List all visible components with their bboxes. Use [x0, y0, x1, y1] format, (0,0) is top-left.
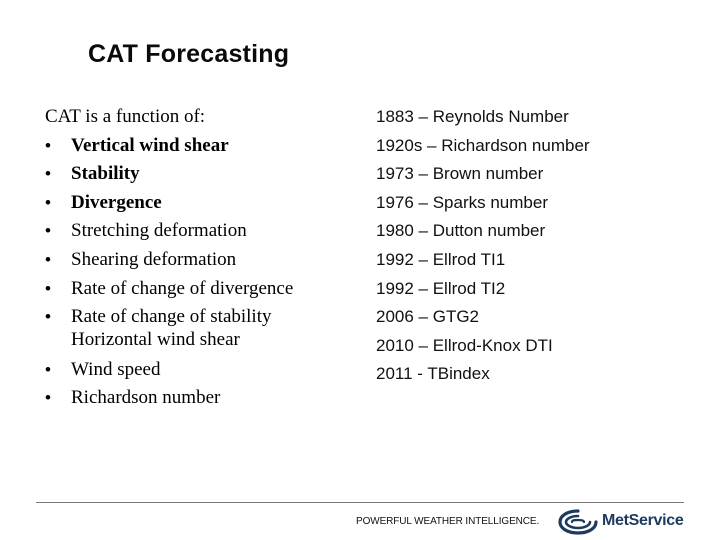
- history-item: 1920s – Richardson number: [376, 135, 590, 155]
- list-item: • Vertical wind shear: [45, 132, 365, 161]
- list-item-text: Vertical wind shear: [71, 134, 229, 156]
- bullet-icon: •: [45, 221, 51, 241]
- list-item: • Stability: [45, 160, 365, 189]
- history-item: 1992 – Ellrod TI2: [376, 278, 506, 298]
- bullet-icon: •: [45, 249, 51, 269]
- footer-tagline: POWERFUL WEATHER INTELLIGENCE.: [356, 516, 540, 527]
- brand-name: MetService: [602, 512, 684, 529]
- list-item-text: Shearing deformation: [71, 248, 237, 270]
- history-item: 2010 – Ellrod-Knox DTI: [376, 335, 553, 355]
- metservice-swirl-icon: [558, 509, 598, 535]
- history-item: 1976 – Sparks number: [376, 192, 548, 212]
- list-item: • Divergence: [45, 189, 365, 218]
- function-list: CAT is a function of: • Vertical wind sh…: [45, 103, 365, 413]
- bullet-icon: •: [45, 278, 51, 298]
- history-item: 2011 - TBindex: [376, 364, 490, 384]
- history-item: 1973 – Brown number: [376, 164, 544, 184]
- bullet-icon: •: [45, 135, 51, 155]
- list-item-text: Wind speed: [71, 358, 161, 380]
- history-item: 2006 – GTG2: [376, 307, 480, 327]
- list-item: • Stretching deformation: [45, 217, 365, 246]
- slide-title: CAT Forecasting: [88, 40, 290, 68]
- bullet-icon: •: [45, 164, 51, 184]
- list-item-text: Rate of change of stability: [71, 306, 272, 328]
- bullet-icon: •: [45, 307, 51, 327]
- history-item: 1992 – Ellrod TI1: [376, 249, 506, 269]
- list-item-text: Stability: [71, 163, 140, 185]
- list-item-continuation: Horizontal wind shear: [71, 328, 240, 350]
- history-item: 1980 – Dutton number: [376, 221, 546, 241]
- bullet-icon: •: [45, 388, 51, 408]
- index-history-list: 1883 – Reynolds Number 1920s – Richardso…: [376, 103, 696, 389]
- list-item: • Wind speed: [45, 356, 365, 385]
- list-item: • Rate of change of stability: [45, 303, 365, 332]
- bullet-icon: •: [45, 192, 51, 212]
- list-item: • Richardson number: [45, 384, 365, 413]
- list-item-text: Rate of change of divergence: [71, 277, 294, 299]
- footer-divider: [36, 502, 684, 503]
- list-item-text: Richardson number: [71, 387, 221, 409]
- list-item-text: Divergence: [71, 191, 162, 213]
- list-item: • Shearing deformation: [45, 246, 365, 275]
- history-item: 1883 – Reynolds Number: [376, 107, 569, 126]
- list-item: • Rate of change of divergence: [45, 275, 365, 304]
- bullet-icon: •: [45, 359, 51, 379]
- list-item-text: Stretching deformation: [71, 220, 247, 242]
- function-list-intro: CAT is a function of:: [45, 106, 206, 127]
